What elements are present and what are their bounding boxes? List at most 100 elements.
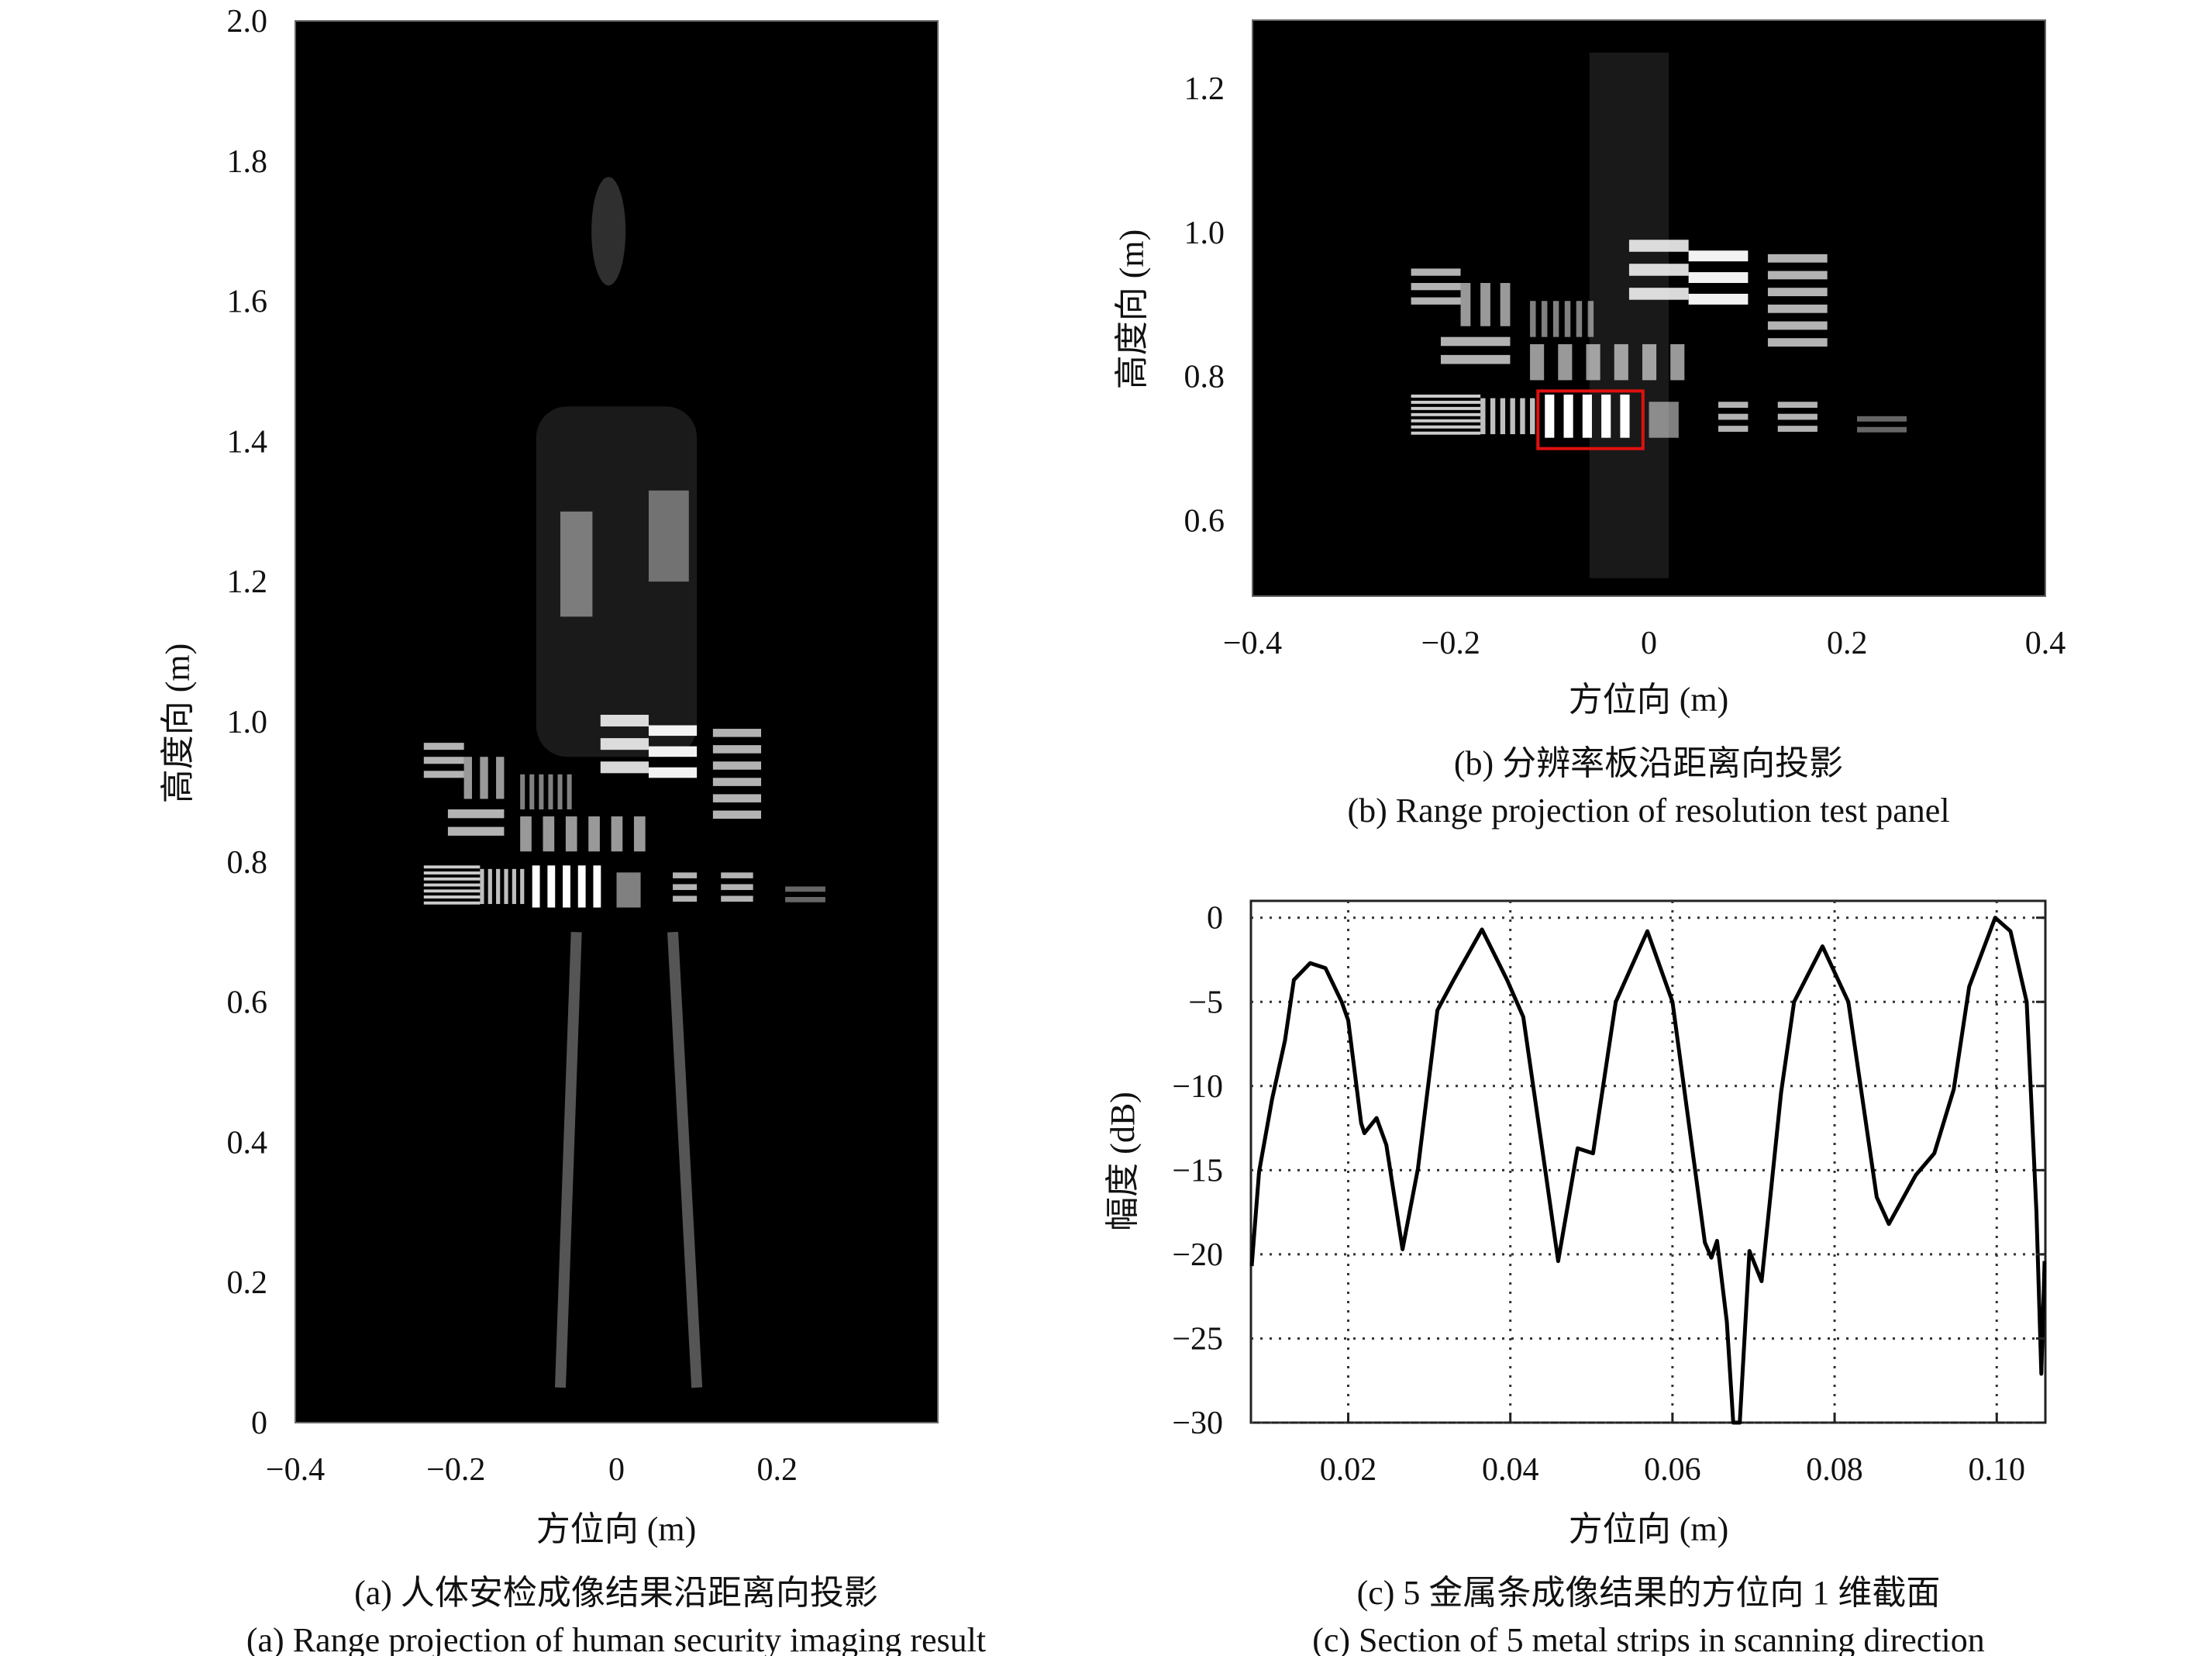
scan-bar (520, 868, 525, 905)
scan-bar (577, 865, 586, 908)
scan-bar (488, 868, 492, 905)
x-tick-label: 0.10 (1968, 1452, 2025, 1488)
scan-bar (1628, 288, 1689, 300)
scan-bar (1718, 413, 1749, 420)
scan-bar (423, 889, 481, 893)
scan-bar (712, 794, 762, 802)
legs-shape (554, 931, 703, 1389)
panel-c-caption-cn: (c) 5 金属条成像结果的方位向 1 维截面 (1357, 1574, 1941, 1612)
scan-bar (600, 738, 649, 750)
torso-highlight (648, 490, 689, 582)
y-tick-label: −15 (1172, 1153, 1223, 1189)
scan-bar (1530, 301, 1536, 337)
scan-bar (520, 774, 525, 809)
y-tick-label: 1.4 (227, 424, 268, 460)
scan-bar (447, 826, 505, 836)
x-tick-label: 0.06 (1644, 1452, 1701, 1488)
scan-bar (1767, 321, 1828, 330)
scan-bar (423, 883, 481, 887)
scan-bar (1563, 394, 1573, 438)
resolution-panel-image (1252, 19, 2046, 597)
y-tick-label: 0 (1207, 901, 1223, 937)
scan-bar (1614, 343, 1628, 381)
scan-bar (1777, 413, 1817, 420)
scan-bar (480, 868, 484, 905)
scan-bar (1440, 354, 1511, 364)
scan-bar (547, 865, 556, 908)
y-tick-label: 0.2 (227, 1265, 268, 1301)
scan-bar (1552, 301, 1559, 337)
scan-bar (721, 884, 753, 890)
scan-bar (1500, 282, 1511, 326)
scan-bar (721, 872, 753, 878)
panel-a: −0.4 −0.2 0 0.2 0 0.2 0.4 0.6 0.8 1.0 1.2 1.4 1.6 1.8… (159, 4, 986, 1656)
scan-bar (1718, 426, 1749, 432)
panel-c: 0.02 0.04 0.06 0.08 0.10 0 −5 −10 −15 −20 −25 −30 方… (1104, 899, 2047, 1656)
scan-bar (423, 871, 481, 875)
scan-bar (563, 865, 570, 908)
scan-bar (1857, 426, 1907, 433)
scan-bar (1564, 301, 1571, 337)
scan-bar (548, 774, 553, 809)
scan-bar (633, 816, 646, 852)
scan-bar (1530, 398, 1535, 435)
panel-b-ticks: −0.4 −0.2 0 0.2 0.4 0.6 0.8 1.0 1.2 (1184, 71, 2066, 661)
scan-bar (480, 757, 488, 799)
scan-bar (648, 746, 698, 757)
scan-bar (1587, 301, 1594, 337)
scan-bar (423, 877, 481, 881)
scan-bar (1688, 250, 1749, 262)
scan-bar (648, 767, 698, 778)
y-tick-label: −5 (1188, 985, 1223, 1020)
scan-bar (1857, 416, 1907, 422)
scatter-shape (1589, 52, 1669, 578)
scan-bar (557, 774, 563, 809)
scan-bar (532, 865, 540, 908)
scan-bar (600, 761, 649, 774)
panel-c-xlabel: 方位向 (m) (1569, 1510, 1729, 1548)
y-tick-label: 1.2 (1184, 71, 1225, 107)
y-tick-label: 1.6 (227, 285, 268, 320)
x-tick-label: 0 (1641, 626, 1657, 661)
scan-bar (1620, 394, 1630, 438)
scan-bar (673, 872, 698, 878)
scan-bar (673, 884, 698, 890)
scan-bar (423, 771, 464, 778)
scan-bar (1628, 240, 1689, 252)
x-tick-label: 0.2 (757, 1452, 798, 1488)
resolution-panel-content (1411, 52, 1907, 578)
scan-bar (648, 725, 698, 737)
scan-bar (520, 816, 532, 852)
y-tick-label: 1.0 (1184, 216, 1225, 251)
scan-bar (1649, 402, 1679, 438)
scan-bar (1688, 293, 1749, 305)
scan-bar (423, 901, 481, 905)
scan-bar (1767, 304, 1828, 313)
scan-bar (1411, 419, 1481, 423)
y-tick-label: −30 (1172, 1406, 1223, 1441)
panel-b-xlabel: 方位向 (m) (1569, 681, 1729, 719)
y-tick-label: 0.4 (227, 1125, 268, 1161)
y-tick-label: 0.8 (227, 845, 268, 881)
scan-bar (1460, 282, 1471, 326)
scan-bar (712, 729, 762, 737)
panel-c-caption-en: (c) Section of 5 metal strips in scannin… (1312, 1621, 1985, 1656)
scan-bar (1642, 343, 1657, 381)
scan-bar (1777, 402, 1817, 408)
scan-bar (539, 774, 544, 809)
panel-a-ticks: −0.4 −0.2 0 0.2 0 0.2 0.4 0.6 0.8 1.0 1.2 1.4 1.6 1.8… (227, 4, 798, 1488)
scan-bar (565, 816, 577, 852)
panel-b-caption-cn: (b) 分辨率板沿距离向投影 (1454, 744, 1843, 782)
y-tick-label: 1.2 (227, 564, 268, 600)
panel-c-ylabel: 幅度 (dB) (1104, 1092, 1142, 1231)
scan-bar (712, 745, 762, 754)
scan-bar (1411, 412, 1481, 416)
grid (1251, 901, 2045, 1424)
scan-bar (423, 865, 481, 869)
scan-bar (721, 895, 753, 902)
scan-bar (1411, 268, 1461, 276)
panel-a-caption-cn: (a) 人体安检成像结果沿距离向投影 (354, 1574, 878, 1612)
scan-bar (1440, 336, 1511, 347)
torso-highlight (560, 511, 593, 617)
scan-bar (1480, 282, 1490, 326)
